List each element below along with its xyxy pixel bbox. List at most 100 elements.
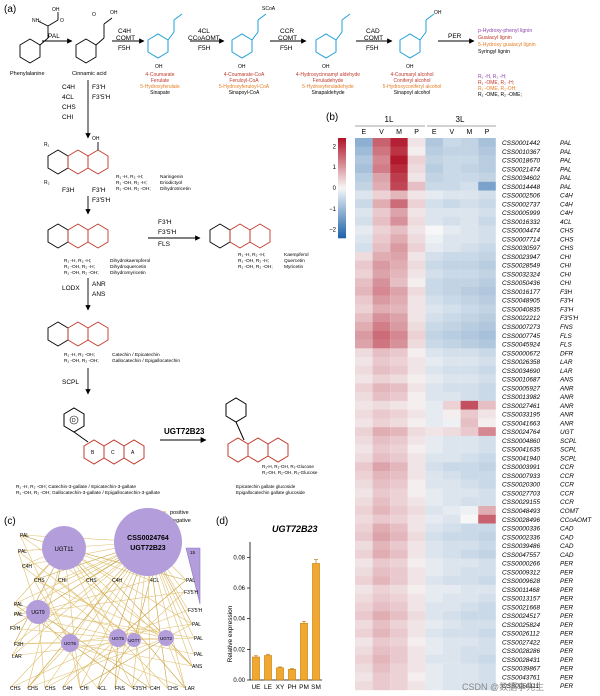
heatmap-cell — [460, 532, 479, 542]
heatmap-cell — [443, 234, 461, 244]
heatmap-cell — [478, 427, 496, 437]
heatmap-cell — [460, 409, 479, 419]
heatmap-cell — [460, 453, 479, 463]
heatmap-cell — [478, 681, 496, 691]
heatmap-cell — [478, 339, 496, 349]
heatmap-cell — [355, 418, 373, 428]
svg-text:Quercetin: Quercetin — [284, 258, 305, 264]
row-label-id: CSS0029155 — [502, 499, 540, 506]
heatmap-cell — [460, 313, 479, 323]
colorbar-segment — [338, 228, 346, 231]
x-tick-label: PM — [299, 684, 309, 691]
network-gene-label: F3'5'H — [184, 590, 199, 596]
svg-text:Feruloyl-CoA: Feruloyl-CoA — [229, 78, 259, 84]
row-label-gene: PER — [560, 648, 574, 655]
heatmap-cell — [478, 251, 496, 261]
heatmap-cell — [407, 365, 426, 375]
heatmap-cell — [478, 549, 496, 559]
heatmap-cell — [390, 146, 408, 156]
network-edge — [133, 579, 151, 641]
coumarate-structure — [147, 13, 183, 59]
heatmap-cell — [407, 251, 426, 261]
row-label-id: CSS0001442 — [502, 140, 540, 147]
heatmap-cell — [460, 190, 479, 200]
bar-axes — [249, 542, 322, 681]
heatmap-cell — [478, 479, 496, 489]
heatmap-cell — [460, 462, 479, 472]
svg-text:CHI: CHI — [62, 114, 73, 121]
heatmap-cell — [372, 225, 391, 235]
scale-45: 45 — [192, 594, 198, 599]
heatmap-cell — [372, 392, 391, 402]
row-label-gene: CAD — [560, 543, 574, 550]
heatmap-cell — [478, 506, 496, 515]
row-label-id: CSS0007714 — [502, 236, 540, 243]
heatmap-cell — [443, 190, 461, 200]
row-label-gene: CAD — [560, 534, 574, 541]
svg-text:R₁ -H, R₂ -OH; Catechin-3-gall: R₁ -H, R₂ -OH; Catechin-3-gallate / Epic… — [16, 484, 136, 490]
heatmap-cell — [460, 611, 479, 621]
heatmap-cell — [443, 286, 461, 296]
heatmap-cell — [372, 593, 391, 603]
svg-text:Kaempferol: Kaempferol — [284, 252, 309, 258]
heatmap-cell — [355, 190, 373, 200]
heatmap-cell — [355, 225, 373, 235]
row-label-gene: PAL — [560, 184, 572, 191]
enzyme-scpl: SCPL — [62, 379, 79, 386]
heatmap-cell — [390, 164, 408, 174]
heatmap-cell — [478, 225, 496, 235]
heatmap-cell — [425, 453, 443, 463]
colorbar-segment — [338, 168, 346, 171]
heatmap-cell — [478, 532, 496, 542]
heatmap-cell — [355, 313, 373, 323]
heatmap-cell — [355, 549, 373, 559]
svg-text:Sinapate: Sinapate — [150, 90, 170, 96]
hub-ugt72b23 — [114, 508, 182, 576]
heatmap-cell — [407, 611, 426, 621]
heatmap-cell — [443, 216, 461, 226]
svg-text:F3'5'H: F3'5'H — [158, 229, 177, 236]
heatmap-cell — [355, 234, 373, 244]
heatmap-cell — [390, 392, 408, 402]
heatmap-cell — [372, 278, 391, 288]
heatmap-cell — [460, 208, 479, 218]
heatmap-cell — [355, 400, 373, 410]
heatmap-cell — [372, 435, 391, 445]
phenylalanine-structure — [19, 12, 59, 64]
svg-text:Epicatechin gallate glucoside: Epicatechin gallate glucoside — [236, 484, 296, 489]
heatmap-cell — [425, 269, 443, 279]
heatmap-cell — [390, 243, 408, 253]
heatmap-cell — [372, 470, 391, 480]
network-gene-label: F3'5'H — [133, 686, 148, 692]
heatmap-cell — [460, 541, 479, 551]
heatmap-cell — [425, 444, 443, 454]
svg-text:Gallocatechin / Epigallocatech: Gallocatechin / Epigallocatechin — [112, 358, 180, 364]
heatmap-cell — [443, 523, 461, 533]
row-label-gene: CHS — [560, 245, 574, 252]
scoa-label: SCoA — [262, 6, 276, 12]
row-label-gene: CHS — [560, 228, 574, 235]
heatmap-cell — [425, 646, 443, 656]
heatmap-cell — [372, 155, 391, 165]
heatmap-cell — [460, 392, 479, 402]
panel-label-d: (d) — [216, 516, 228, 527]
heatmap-cell — [460, 243, 479, 253]
network-gene-label: F3'H — [10, 626, 21, 632]
heatmap-cell — [407, 637, 426, 647]
heatmap-cell — [478, 646, 496, 656]
heatmap-cell — [425, 164, 443, 174]
heatmap-cell — [355, 567, 373, 577]
heatmap-cell — [390, 453, 408, 463]
f3h-enzymes: F3H F3'H F3'5'H — [62, 187, 111, 204]
oh-label: OH — [52, 7, 60, 13]
row-label-gene: FLS — [560, 333, 572, 340]
network-gene-label: PAL — [194, 636, 203, 642]
heatmap-cell — [407, 400, 426, 410]
heatmap-cell — [443, 304, 461, 314]
heatmap-cell — [407, 409, 426, 419]
group-coumarate: 4-Coumarate Ferulate 5-Hydroxyferulate S… — [140, 72, 180, 96]
row-label-gene: SCPL — [560, 447, 577, 454]
heatmap-cell — [372, 488, 391, 498]
heatmap-cell — [443, 208, 461, 218]
heatmap-cell — [425, 146, 443, 156]
